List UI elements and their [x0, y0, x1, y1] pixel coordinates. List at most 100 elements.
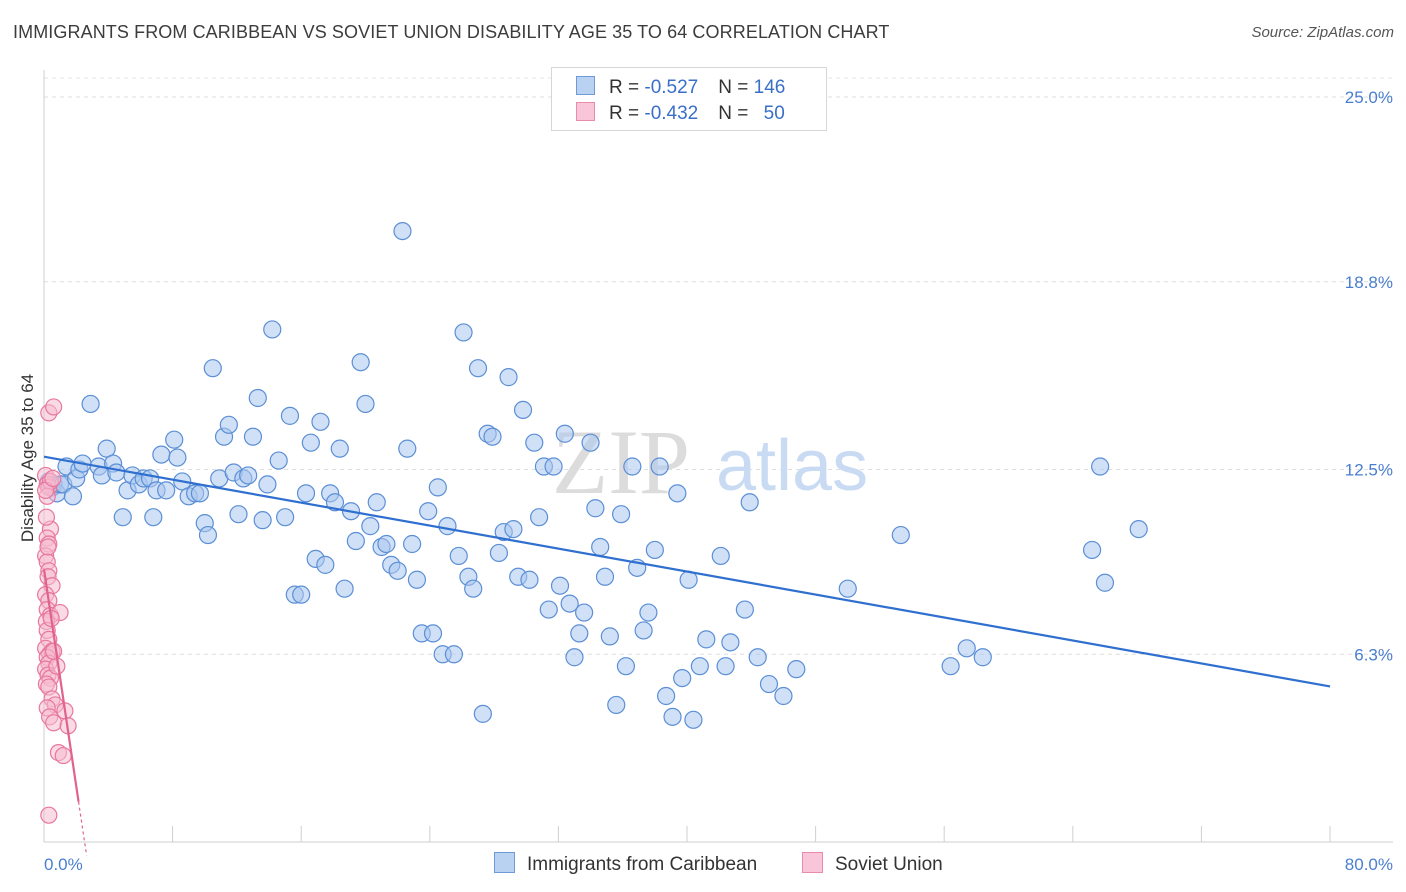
point-caribbean — [419, 502, 438, 521]
trend-line-caribbean — [43, 455, 1331, 688]
point-caribbean — [735, 600, 754, 619]
point-caribbean — [468, 359, 488, 378]
point-caribbean — [229, 505, 248, 524]
x-tick-label: 80.0% — [1345, 855, 1393, 874]
point-caribbean — [377, 534, 396, 554]
point-caribbean — [684, 710, 703, 729]
point-caribbean — [668, 484, 687, 503]
legend-r-value: -0.527 — [644, 77, 699, 98]
point-caribbean — [838, 579, 857, 598]
point-caribbean — [1129, 519, 1148, 539]
point-caribbean — [361, 517, 380, 536]
point-caribbean — [611, 505, 631, 524]
legend-n-label: N = — [718, 103, 754, 124]
point-caribbean — [581, 433, 600, 452]
point-soviet — [37, 508, 56, 526]
point-caribbean — [575, 603, 594, 622]
series-soviet-points — [37, 398, 77, 824]
point-caribbean — [591, 537, 610, 557]
bottom-legend-caribbean: Immigrants from Caribbean — [494, 852, 757, 876]
legend-swatch-caribbean — [576, 76, 595, 95]
point-caribbean — [296, 484, 316, 503]
point-caribbean — [243, 427, 263, 446]
point-caribbean — [444, 645, 464, 664]
point-caribbean — [690, 657, 709, 676]
point-soviet — [44, 469, 62, 488]
point-caribbean — [616, 657, 636, 676]
grid-lines — [44, 77, 1393, 655]
legend-r-value: -0.432 — [644, 103, 699, 124]
point-soviet — [40, 806, 58, 824]
point-caribbean — [650, 457, 669, 476]
point-soviet — [39, 538, 57, 556]
point-caribbean — [263, 320, 282, 339]
point-caribbean — [449, 546, 468, 566]
point-caribbean — [639, 603, 658, 622]
point-caribbean — [716, 657, 735, 676]
point-caribbean — [239, 466, 258, 485]
legend-r-label: R = — [609, 103, 645, 124]
watermark-atlas: atlas — [716, 426, 868, 506]
point-caribbean — [269, 451, 288, 470]
point-caribbean — [1082, 540, 1102, 560]
point-caribbean — [740, 493, 759, 512]
point-caribbean — [403, 534, 422, 554]
point-caribbean — [530, 508, 549, 527]
point-caribbean — [407, 570, 427, 589]
point-caribbean — [520, 570, 539, 589]
point-caribbean — [367, 493, 386, 512]
point-caribbean — [544, 457, 563, 476]
legend-row-caribbean: R = -0.527 N = 146 — [576, 76, 785, 102]
point-caribbean — [423, 624, 443, 643]
point-caribbean — [555, 424, 574, 443]
bottom-legend-label-caribbean: Immigrants from Caribbean — [527, 854, 758, 875]
point-caribbean — [203, 359, 222, 378]
point-caribbean — [595, 567, 615, 586]
point-caribbean — [438, 517, 457, 536]
point-caribbean — [957, 639, 976, 658]
y-tick-label: 12.5% — [1345, 461, 1393, 480]
point-caribbean — [473, 704, 492, 723]
tick-labels: 25.0% 18.8% 12.5% 6.3% 0.0% 80.0% — [44, 88, 1393, 874]
legend-n-value: 146 — [753, 77, 786, 98]
point-caribbean — [316, 555, 335, 574]
trend-lines — [42, 455, 1331, 856]
point-caribbean — [258, 475, 277, 494]
point-caribbean — [483, 427, 502, 446]
point-caribbean — [673, 668, 692, 688]
bottom-legend-swatch-soviet — [802, 852, 823, 873]
point-caribbean — [748, 648, 767, 667]
point-caribbean — [1091, 457, 1110, 476]
point-caribbean — [525, 433, 544, 452]
point-caribbean — [607, 695, 626, 715]
point-caribbean — [330, 439, 349, 458]
y-tick-label: 25.0% — [1345, 88, 1393, 107]
point-caribbean — [634, 621, 653, 640]
point-soviet — [45, 398, 63, 416]
point-caribbean — [168, 448, 187, 467]
point-caribbean — [941, 657, 960, 676]
point-caribbean — [356, 394, 375, 414]
y-tick-label: 6.3% — [1354, 645, 1393, 664]
legend-n-value: 50 — [763, 103, 785, 124]
point-caribbean — [454, 323, 473, 342]
y-tick-label: 18.8% — [1345, 273, 1393, 292]
bottom-legend-label-soviet: Soviet Union — [835, 854, 943, 875]
point-caribbean — [787, 660, 806, 679]
point-caribbean — [152, 445, 171, 464]
trend-line-soviet-extension — [77, 801, 88, 856]
point-caribbean — [570, 624, 589, 643]
point-caribbean — [335, 579, 354, 598]
point-caribbean — [144, 508, 163, 527]
bottom-legend-soviet: Soviet Union — [802, 852, 943, 876]
point-caribbean — [1095, 573, 1115, 592]
point-caribbean — [113, 508, 132, 527]
point-caribbean — [388, 561, 407, 580]
point-soviet — [45, 642, 63, 660]
point-caribbean — [311, 412, 330, 431]
point-caribbean — [891, 525, 910, 545]
axes — [43, 70, 1393, 843]
point-caribbean — [973, 648, 992, 667]
watermark-zip: ZIP — [552, 411, 690, 513]
